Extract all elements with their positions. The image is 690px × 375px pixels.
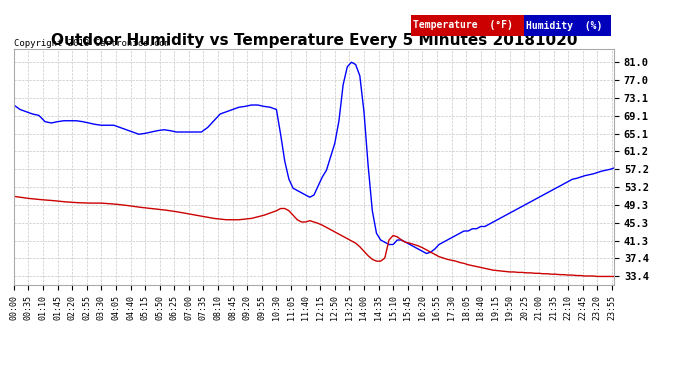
Text: Temperature  (°F): Temperature (°F) xyxy=(413,21,513,30)
Title: Outdoor Humidity vs Temperature Every 5 Minutes 20181020: Outdoor Humidity vs Temperature Every 5 … xyxy=(50,33,578,48)
Text: Copyright 2018 Cartronics.com: Copyright 2018 Cartronics.com xyxy=(14,39,170,48)
Text: Humidity  (%): Humidity (%) xyxy=(526,21,603,30)
